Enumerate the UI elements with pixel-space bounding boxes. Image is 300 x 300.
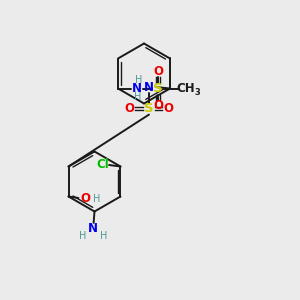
Text: O: O: [153, 99, 163, 112]
Text: O: O: [124, 102, 134, 115]
Text: O: O: [80, 191, 90, 205]
Text: S: S: [153, 82, 163, 95]
Text: H: H: [79, 231, 86, 242]
Text: H: H: [135, 75, 142, 85]
Text: N: N: [132, 82, 142, 95]
Text: 3: 3: [195, 88, 201, 97]
Text: O: O: [164, 102, 173, 115]
Text: H: H: [100, 231, 107, 242]
Text: S: S: [144, 102, 154, 115]
Text: Cl: Cl: [96, 158, 109, 172]
Text: N: N: [88, 222, 98, 236]
Text: N: N: [144, 80, 154, 94]
Text: CH: CH: [176, 82, 194, 95]
Text: H: H: [93, 194, 100, 205]
Text: O: O: [153, 64, 163, 78]
Text: H: H: [134, 92, 142, 102]
